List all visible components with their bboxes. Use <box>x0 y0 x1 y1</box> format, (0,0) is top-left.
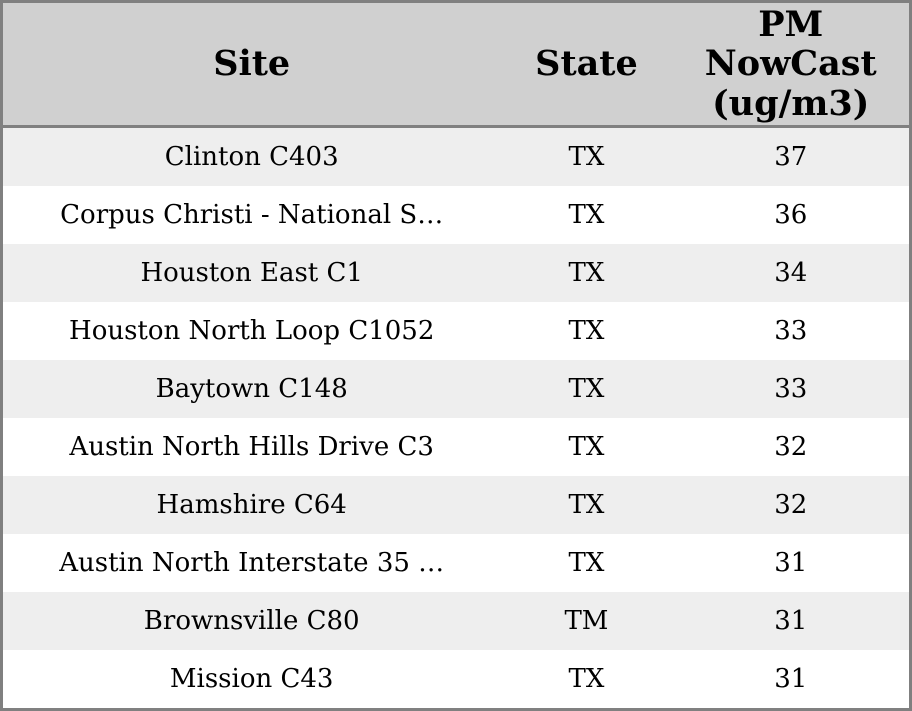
pm-nowcast-cell: 32 <box>774 490 808 520</box>
site-cell: Brownsville C80 <box>143 606 360 636</box>
site-cell: Houston East C1 <box>140 258 363 288</box>
pm-nowcast-cell: 34 <box>774 258 808 288</box>
table-row: Houston North Loop C1052 TX 33 <box>3 302 909 360</box>
state-cell: TX <box>568 664 605 694</box>
state-cell: TX <box>568 490 605 520</box>
site-cell: Baytown C148 <box>155 374 348 404</box>
state-cell: TM <box>564 606 609 636</box>
state-cell: TX <box>568 142 605 172</box>
table-header-row: Site State PM NowCast (ug/m3) <box>3 3 909 128</box>
state-cell: TX <box>568 432 605 462</box>
table-row: Hamshire C64 TX 32 <box>3 476 909 534</box>
table-row: Austin North Hills Drive C3 TX 32 <box>3 418 909 476</box>
column-header-pm-nowcast: PM NowCast (ug/m3) <box>704 4 877 124</box>
table-row: Corpus Christi - National S… TX 36 <box>3 186 909 244</box>
site-cell: Houston North Loop C1052 <box>69 316 435 346</box>
pm-nowcast-cell: 31 <box>774 548 808 578</box>
pm-nowcast-cell: 31 <box>774 606 808 636</box>
site-cell: Mission C43 <box>169 664 334 694</box>
site-cell: Hamshire C64 <box>156 490 347 520</box>
table-row: Mission C43 TX 31 <box>3 650 909 708</box>
state-cell: TX <box>568 548 605 578</box>
table-row: Austin North Interstate 35 … TX 31 <box>3 534 909 592</box>
state-cell: TX <box>568 258 605 288</box>
table-row: Clinton C403 TX 37 <box>3 128 909 186</box>
pm-nowcast-cell: 36 <box>774 200 808 230</box>
pm-nowcast-cell: 32 <box>774 432 808 462</box>
state-cell: TX <box>568 316 605 346</box>
site-cell: Austin North Hills Drive C3 <box>69 432 434 462</box>
table-row: Brownsville C80 TM 31 <box>3 592 909 650</box>
pm-nowcast-cell: 33 <box>774 374 808 404</box>
table-row: Baytown C148 TX 33 <box>3 360 909 418</box>
table-body: Clinton C403 TX 37 Corpus Christi - Nati… <box>3 128 909 708</box>
state-cell: TX <box>568 374 605 404</box>
site-cell: Clinton C403 <box>164 142 339 172</box>
column-header-site: Site <box>213 43 291 85</box>
site-cell: Corpus Christi - National S… <box>60 200 444 230</box>
state-cell: TX <box>568 200 605 230</box>
pm-nowcast-cell: 37 <box>774 142 808 172</box>
site-cell: Austin North Interstate 35 … <box>59 548 445 578</box>
table-row: Houston East C1 TX 34 <box>3 244 909 302</box>
pm-nowcast-cell: 31 <box>774 664 808 694</box>
column-header-state: State <box>535 43 638 85</box>
pm-nowcast-cell: 33 <box>774 316 808 346</box>
